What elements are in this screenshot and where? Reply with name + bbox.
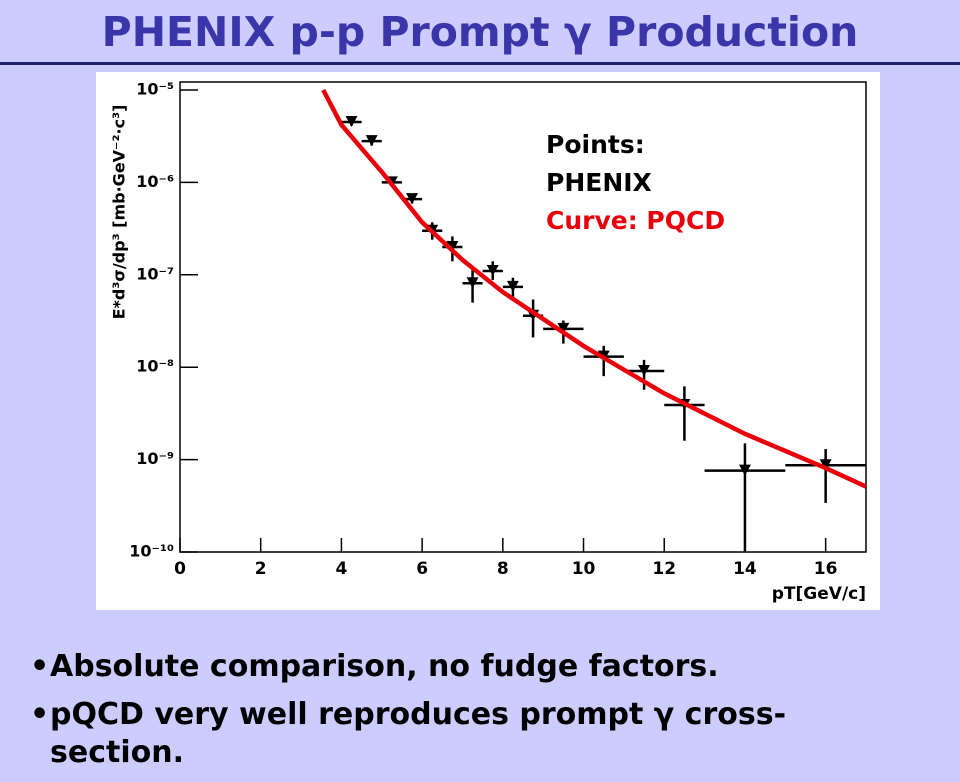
y-tick-label: 10⁻⁷ <box>136 264 174 283</box>
data-point <box>406 193 419 205</box>
x-tick-label: 6 <box>416 559 428 579</box>
data-point <box>345 116 358 128</box>
y-tick-label: 10⁻⁸ <box>136 357 174 376</box>
x-tick-label: 10 <box>572 559 596 579</box>
x-tick-label: 8 <box>497 559 509 579</box>
x-tick-label: 2 <box>255 559 267 579</box>
data-point <box>466 277 479 289</box>
chart: 0 2 4 6 8 10 12 14 16 10⁻¹⁰ 10⁻⁹ 10⁻⁸ 10⁻⁷ 10⁻⁶ 10⁻⁵ pT… <box>96 72 880 610</box>
x-tick-label: 0 <box>174 559 186 579</box>
x-tick-label: 4 <box>335 559 347 579</box>
y-tick-label: 10⁻⁹ <box>136 449 174 468</box>
data-point <box>819 459 832 471</box>
data-point <box>446 240 459 252</box>
y-tick-label: 10⁻¹⁰ <box>129 542 174 561</box>
y-axis-title: E*d³σ/dp³ [mb·GeV⁻²·c³] <box>110 105 129 320</box>
title-rule <box>0 62 960 65</box>
data-point <box>638 364 651 376</box>
data-point <box>738 464 751 476</box>
x-tick-label: 14 <box>733 559 757 579</box>
legend-text: PHENIX <box>546 168 652 197</box>
bullet: pQCD very well reproduces prompt γ cross… <box>30 696 850 772</box>
chart-background <box>96 72 880 610</box>
data-point <box>557 322 570 334</box>
plot-frame <box>179 81 867 553</box>
x-tick-label: 12 <box>652 559 676 579</box>
bullet-list: Absolute comparison, no fudge factors. pQ… <box>30 648 850 782</box>
legend-text: Points: <box>546 130 645 159</box>
y-tick-label: 10⁻⁶ <box>136 172 174 191</box>
x-tick-label: 16 <box>814 559 838 579</box>
data-point <box>506 280 519 292</box>
x-axis-title: pT[GeV/c] <box>772 584 866 604</box>
slide-title: PHENIX p-p Prompt γ Production <box>101 8 859 56</box>
bullet: Absolute comparison, no fudge factors. <box>30 648 850 686</box>
legend-text: Curve: PQCD <box>546 206 725 235</box>
data-point <box>486 264 499 276</box>
y-tick-label: 10⁻⁵ <box>136 80 174 99</box>
data-point <box>365 135 378 147</box>
curve <box>321 88 866 489</box>
